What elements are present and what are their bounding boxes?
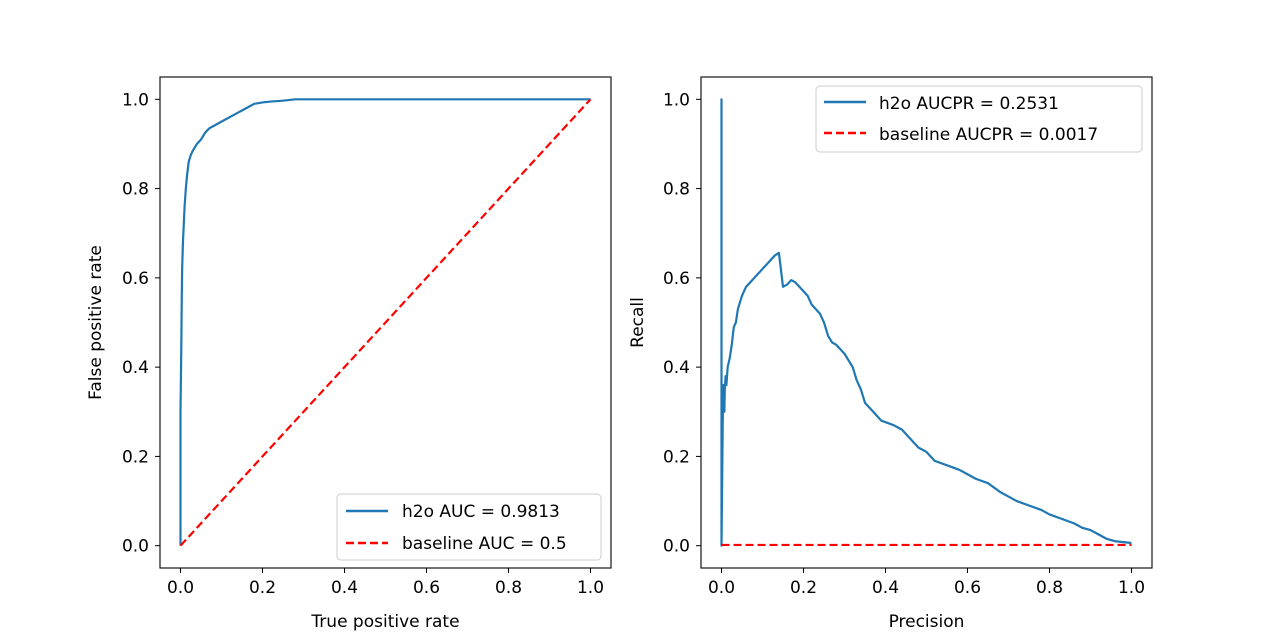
roc-y-tick-label: 0.4 [122, 358, 149, 378]
pr-series-layer [720, 98, 1132, 547]
roc-y-ticks: 0.0 0.2 0.4 0.6 0.8 1.0 [122, 90, 160, 557]
pr-y-axis-label: Recall [628, 297, 648, 348]
roc-axes-frame [159, 76, 612, 569]
roc-y-tick-label: 0.6 [122, 269, 149, 289]
pr-y-tick-label: 0.0 [663, 537, 690, 557]
roc-series-layer [179, 98, 592, 547]
pr-x-tick-label: 0.6 [954, 578, 981, 598]
pr-y-tick-label: 0.4 [663, 358, 690, 378]
roc-series-baseline-line [179, 98, 592, 547]
pr-series-h2o-line [720, 98, 1132, 547]
pr-x-tick-label: 0.0 [708, 578, 735, 598]
roc-legend-box [336, 493, 602, 561]
roc-x-tick-label: 0.0 [167, 578, 194, 598]
pr-y-tick-label: 0.8 [663, 180, 690, 200]
roc-x-tick-label: 0.4 [331, 578, 358, 598]
roc-legend: h2o AUC = 0.9813 baseline AUC = 0.5 [336, 493, 602, 561]
roc-legend-label-baseline: baseline AUC = 0.5 [402, 534, 567, 554]
pr-x-tick-label: 0.4 [872, 578, 899, 598]
pr-legend-box [815, 85, 1143, 153]
pr-legend-label-baseline: baseline AUCPR = 0.0017 [879, 125, 1098, 145]
pr-panel: 0.0 0.2 0.4 0.6 0.8 1.0 0.0 0.2 0.4 0.6 0.8 1.0 Pr… [628, 76, 1153, 632]
pr-x-tick-label: 0.8 [1036, 578, 1063, 598]
pr-y-tick-label: 0.2 [663, 447, 690, 467]
roc-x-tick-label: 0.8 [495, 578, 522, 598]
roc-panel: 0.0 0.2 0.4 0.6 0.8 1.0 0.0 0.2 0.4 0.6 0.8 1.0 Tr… [86, 76, 612, 632]
pr-x-tick-label: 0.2 [790, 578, 817, 598]
pr-y-tick-label: 1.0 [663, 90, 690, 110]
pr-legend: h2o AUCPR = 0.2531 baseline AUCPR = 0.00… [815, 85, 1143, 153]
pr-x-axis-label: Precision [889, 612, 965, 632]
roc-y-axis-label: False positive rate [86, 245, 106, 400]
roc-y-tick-label: 1.0 [122, 90, 149, 110]
roc-y-tick-label: 0.0 [122, 537, 149, 557]
pr-axes-frame [700, 76, 1153, 569]
pr-x-tick-label: 1.0 [1118, 578, 1145, 598]
pr-y-tick-label: 0.6 [663, 269, 690, 289]
roc-x-tick-label: 0.2 [249, 578, 276, 598]
roc-x-ticks: 0.0 0.2 0.4 0.6 0.8 1.0 [167, 568, 604, 598]
pr-x-ticks: 0.0 0.2 0.4 0.6 0.8 1.0 [708, 568, 1145, 598]
roc-x-tick-label: 0.6 [413, 578, 440, 598]
roc-legend-label-h2o: h2o AUC = 0.9813 [402, 502, 560, 522]
roc-y-tick-label: 0.8 [122, 180, 149, 200]
roc-series-h2o-line [179, 98, 591, 546]
roc-x-tick-label: 1.0 [577, 578, 604, 598]
roc-x-axis-label: True positive rate [310, 612, 459, 632]
roc-y-tick-label: 0.2 [122, 447, 149, 467]
pr-y-ticks: 0.0 0.2 0.4 0.6 0.8 1.0 [663, 90, 701, 557]
pr-legend-label-h2o: h2o AUCPR = 0.2531 [879, 94, 1059, 114]
